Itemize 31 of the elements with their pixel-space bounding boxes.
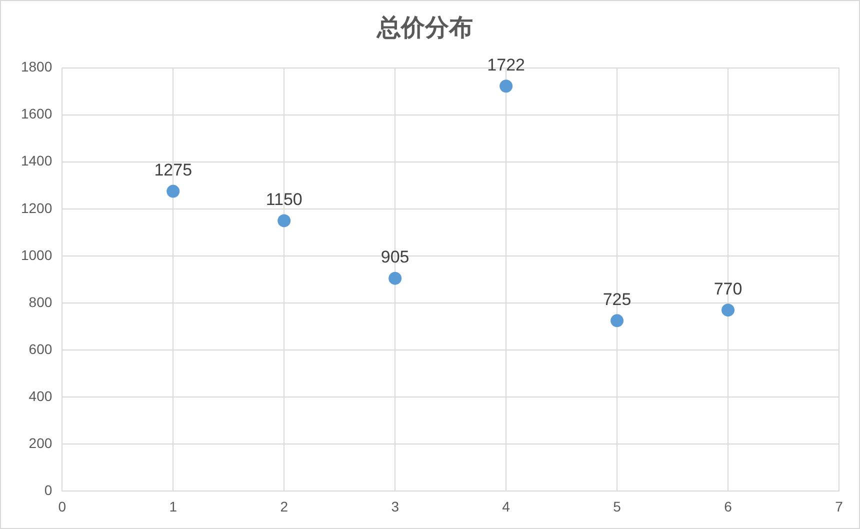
point (166, 184, 180, 198)
x-tick-label: 1 (169, 498, 178, 514)
y-tick-label: 1400 (20, 152, 52, 169)
data-label: 1275 (154, 160, 192, 180)
x-tick-label: 5 (613, 498, 622, 514)
y-tick-label: 600 (28, 340, 52, 357)
point (278, 214, 291, 228)
data-label: 1722 (487, 55, 525, 74)
y-tick-label: 1600 (20, 106, 52, 122)
data-label: 725 (602, 290, 632, 309)
x-tick-label: 7 (835, 498, 844, 514)
data-label: 1150 (266, 190, 302, 209)
point (388, 272, 402, 285)
y-tick-label: 200 (28, 435, 52, 452)
x-tick-label: 6 (724, 498, 732, 514)
x-tick-label: 2 (280, 498, 288, 514)
y-tick-label: 400 (28, 388, 52, 404)
data-label: 905 (380, 248, 410, 267)
y-tick-label: 0 (44, 482, 52, 498)
point (610, 314, 624, 328)
y-tick-label: 800 (28, 294, 52, 310)
x-tick-label: 4 (502, 498, 510, 514)
chart-title: 总价分布 (376, 14, 473, 42)
y-tick-label: 1800 (20, 58, 52, 75)
x-tick-label: 3 (391, 498, 400, 514)
y-tick-label: 1000 (20, 246, 52, 263)
point (500, 80, 513, 93)
point (722, 304, 735, 317)
data-label: 770 (714, 279, 742, 298)
y-tick-label: 1200 (20, 200, 52, 216)
x-tick-label: 0 (58, 498, 66, 514)
